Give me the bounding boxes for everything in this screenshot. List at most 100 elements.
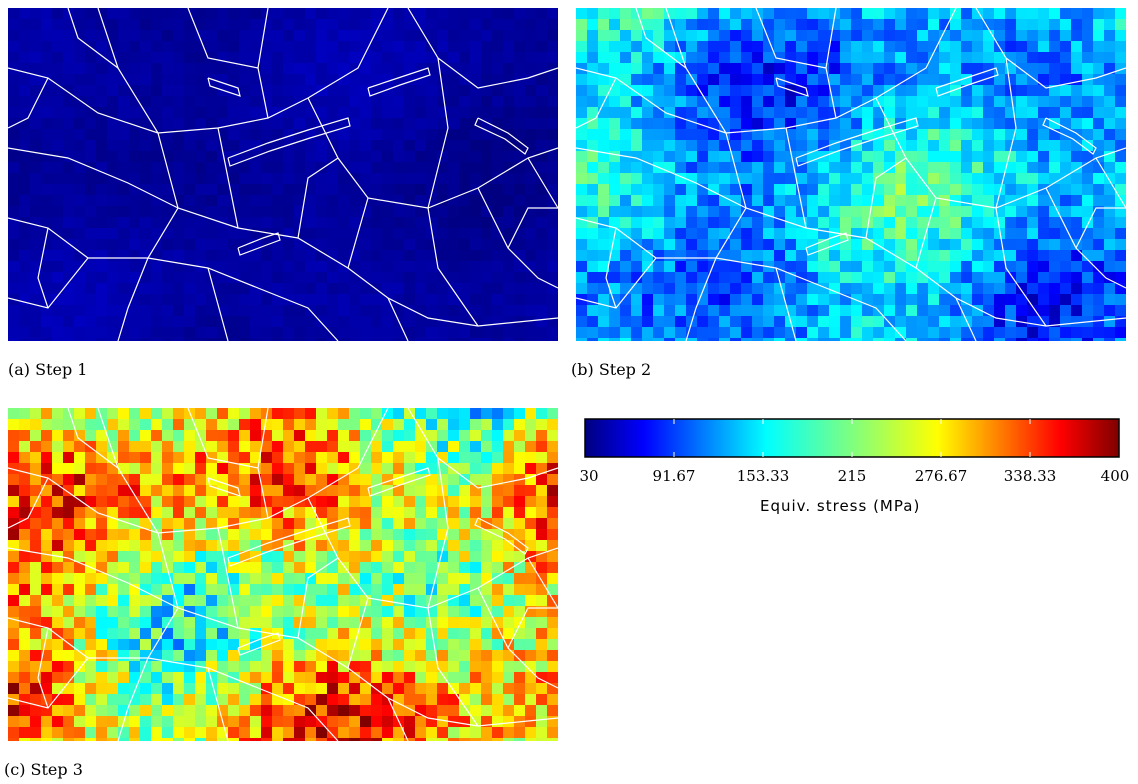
stress-cell bbox=[459, 294, 471, 306]
stress-cell bbox=[1093, 140, 1105, 152]
stress-cell bbox=[173, 261, 185, 273]
stress-cell bbox=[151, 584, 163, 596]
stress-cell bbox=[503, 272, 515, 284]
stress-cell bbox=[503, 441, 515, 453]
stress-cell bbox=[371, 573, 383, 585]
stress-cell bbox=[283, 573, 295, 585]
stress-cell bbox=[272, 529, 284, 541]
stress-cell bbox=[873, 206, 885, 218]
stress-cell bbox=[514, 551, 526, 563]
stress-cell bbox=[239, 151, 251, 163]
stress-cell bbox=[129, 507, 141, 519]
stress-cell bbox=[796, 195, 808, 207]
stress-cell bbox=[63, 195, 75, 207]
stress-cell bbox=[96, 129, 108, 141]
stress-cell bbox=[294, 463, 306, 475]
stress-cell bbox=[503, 485, 515, 497]
stress-cell bbox=[118, 408, 130, 420]
stress-cell bbox=[514, 540, 526, 552]
stress-cell bbox=[96, 8, 108, 20]
stress-cell bbox=[642, 272, 654, 284]
stress-cell bbox=[393, 507, 405, 519]
stress-cell bbox=[250, 738, 262, 741]
stress-cell bbox=[184, 118, 196, 130]
stress-cell bbox=[338, 162, 350, 174]
stress-cell bbox=[261, 305, 273, 317]
stress-cell bbox=[283, 617, 295, 629]
stress-cell bbox=[851, 118, 863, 130]
stress-cell bbox=[195, 228, 207, 240]
stress-cell bbox=[305, 41, 317, 53]
stress-cell bbox=[1104, 283, 1116, 295]
stress-cell bbox=[437, 430, 449, 442]
stress-cell bbox=[763, 294, 775, 306]
grain-boundary bbox=[207, 667, 229, 741]
stress-cell bbox=[63, 672, 75, 684]
stress-cell bbox=[884, 74, 896, 86]
stress-cell bbox=[393, 327, 405, 339]
stress-cell bbox=[393, 19, 405, 31]
stress-cell bbox=[316, 239, 328, 251]
stress-cell bbox=[587, 261, 599, 273]
stress-cell bbox=[514, 529, 526, 541]
stress-cell bbox=[862, 338, 874, 341]
stress-cell bbox=[631, 74, 643, 86]
stress-cell bbox=[653, 338, 665, 341]
stress-cell bbox=[1038, 184, 1050, 196]
stress-cell bbox=[481, 129, 493, 141]
stress-cell bbox=[19, 272, 31, 284]
stress-cell bbox=[228, 316, 240, 328]
stress-cell bbox=[437, 63, 449, 75]
stress-cell bbox=[675, 338, 687, 341]
stress-cell bbox=[547, 129, 558, 141]
stress-cell bbox=[250, 683, 262, 695]
stress-cell bbox=[371, 474, 383, 486]
stress-cell bbox=[884, 140, 896, 152]
stress-cell bbox=[118, 294, 130, 306]
stress-cell bbox=[228, 452, 240, 464]
stress-cell bbox=[437, 474, 449, 486]
stress-cell bbox=[261, 683, 273, 695]
stress-cell bbox=[1115, 228, 1126, 240]
stress-cell bbox=[382, 551, 394, 563]
stress-cell bbox=[371, 463, 383, 475]
stress-map-step-1 bbox=[8, 8, 558, 341]
stress-cell bbox=[184, 452, 196, 464]
stress-cell bbox=[19, 529, 31, 541]
stress-cell bbox=[459, 228, 471, 240]
stress-cell bbox=[437, 305, 449, 317]
stress-cell bbox=[536, 551, 548, 563]
stress-cell bbox=[305, 562, 317, 574]
stress-cell bbox=[162, 683, 174, 695]
stress-cell bbox=[360, 19, 372, 31]
stress-cell bbox=[327, 496, 339, 508]
grain-boundary bbox=[307, 408, 389, 499]
stress-cell bbox=[785, 52, 797, 64]
stress-cell bbox=[763, 30, 775, 42]
stress-cell bbox=[239, 283, 251, 295]
stress-cell bbox=[470, 727, 482, 739]
stress-cell bbox=[184, 727, 196, 739]
stress-cell bbox=[151, 496, 163, 508]
stress-cell bbox=[415, 162, 427, 174]
stress-cell bbox=[873, 327, 885, 339]
stress-cell bbox=[140, 8, 152, 20]
stress-cell bbox=[316, 118, 328, 130]
stress-cell bbox=[30, 485, 42, 497]
stress-cell bbox=[74, 30, 86, 42]
stress-cell bbox=[195, 272, 207, 284]
stress-cell bbox=[470, 30, 482, 42]
grain-boundary bbox=[576, 77, 617, 129]
stress-cell bbox=[393, 30, 405, 42]
stress-cell bbox=[96, 738, 108, 741]
stress-cell bbox=[118, 162, 130, 174]
stress-cell bbox=[730, 140, 742, 152]
stress-cell bbox=[939, 327, 951, 339]
stress-cell bbox=[360, 430, 372, 442]
stress-cell bbox=[708, 239, 720, 251]
stress-cell bbox=[107, 639, 119, 651]
stress-cell bbox=[360, 217, 372, 229]
stress-cell bbox=[404, 338, 416, 341]
stress-cell bbox=[708, 228, 720, 240]
stress-cell bbox=[140, 173, 152, 185]
